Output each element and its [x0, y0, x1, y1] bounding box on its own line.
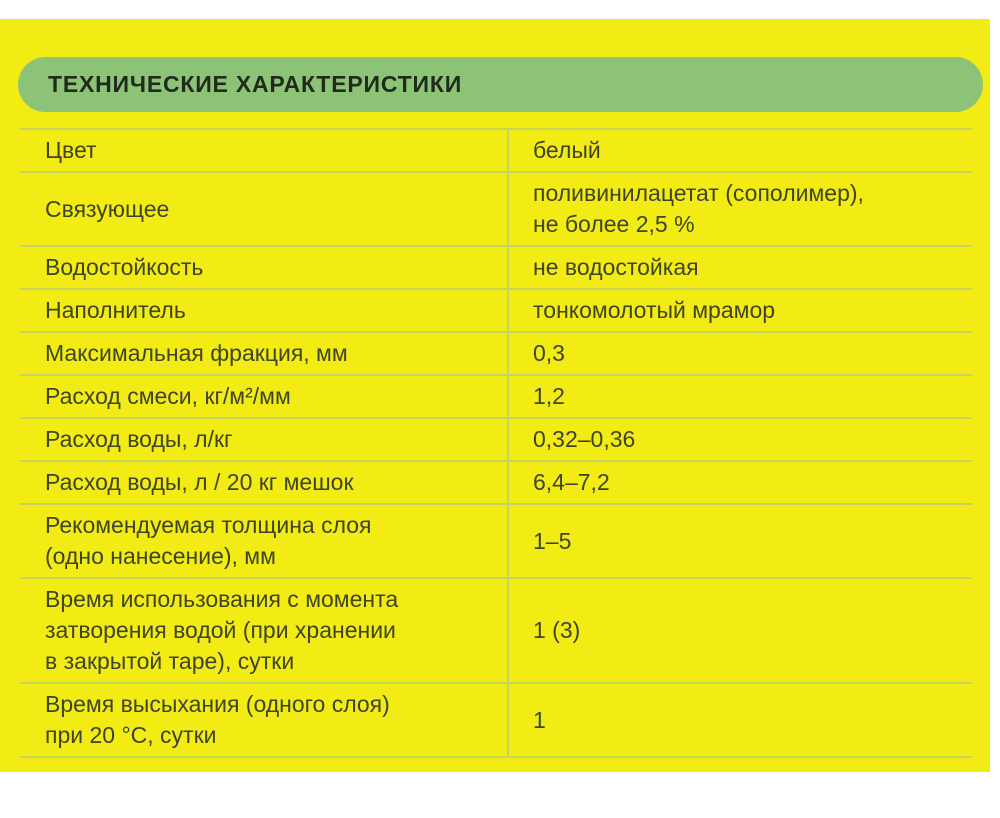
table-row: Наполнитель тонкомолотый мрамор [20, 290, 972, 333]
spec-label-cell: Расход воды, л / 20 кг мешок [20, 462, 507, 503]
spec-label-cell: Время использования с момента затворения… [20, 579, 507, 682]
spec-value-cell: поливинилацетат (сополимер), не более 2,… [507, 173, 972, 245]
table-row: Цвет белый [20, 130, 972, 173]
spec-label: Связующее [45, 195, 170, 222]
spec-value: 1,2 [533, 383, 565, 409]
table-row: Водостойкость не водостойкая [20, 247, 972, 290]
table-row: Расход воды, л/кг 0,32–0,36 [20, 419, 972, 462]
spec-label: Рекомендуемая толщина слоя (одно нанесен… [45, 512, 372, 569]
section-title: ТЕХНИЧЕСКИЕ ХАРАКТЕРИСТИКИ [48, 71, 463, 97]
spec-value: 1 [533, 706, 546, 733]
spec-label-cell: Водостойкость [20, 247, 507, 288]
spec-label-cell: Максимальная фракция, мм [20, 333, 507, 374]
spec-label-cell: Расход воды, л/кг [20, 419, 507, 460]
spec-label: Максимальная фракция, мм [45, 340, 348, 366]
spec-value-cell: 1 [507, 684, 972, 756]
table-row: Рекомендуемая толщина слоя (одно нанесен… [20, 505, 972, 579]
table-row: Расход воды, л / 20 кг мешок 6,4–7,2 [20, 462, 972, 505]
spec-label-cell: Цвет [20, 130, 507, 171]
spec-value: белый [533, 137, 601, 163]
spec-value: тонкомолотый мрамор [533, 297, 776, 323]
spec-label-cell: Рекомендуемая толщина слоя (одно нанесен… [20, 505, 507, 577]
spec-value-cell: 1–5 [507, 505, 972, 577]
table-row: Время высыхания (одного слоя) при 20 °C,… [20, 684, 972, 758]
table-row: Расход смеси, кг/м²/мм 1,2 [20, 376, 972, 419]
table-row: Максимальная фракция, мм 0,3 [20, 333, 972, 376]
spec-value: 0,3 [533, 340, 565, 366]
spec-value-cell: 1,2 [507, 376, 972, 417]
spec-label: Наполнитель [45, 297, 186, 323]
spec-label-cell: Наполнитель [20, 290, 507, 331]
spec-value-cell: белый [507, 130, 972, 171]
spec-value: 6,4–7,2 [533, 469, 610, 495]
spec-value-cell: 1 (3) [507, 579, 972, 682]
spec-label: Водостойкость [45, 254, 204, 280]
spec-value-cell: не водостойкая [507, 247, 972, 288]
spec-label-cell: Время высыхания (одного слоя) при 20 °C,… [20, 684, 507, 756]
spec-value: поливинилацетат (сополимер), не более 2,… [533, 180, 864, 237]
spec-value-cell: тонкомолотый мрамор [507, 290, 972, 331]
spec-label-cell: Расход смеси, кг/м²/мм [20, 376, 507, 417]
spec-value-cell: 0,32–0,36 [507, 419, 972, 460]
table-row: Время использования с момента затворения… [20, 579, 972, 684]
spec-label: Время использования с момента затворения… [45, 586, 399, 674]
table-row: Связующее поливинилацетат (сополимер), н… [20, 173, 972, 247]
spec-label: Расход воды, л / 20 кг мешок [45, 469, 354, 495]
spec-value: 0,32–0,36 [533, 426, 636, 452]
spec-value: 1–5 [533, 527, 572, 554]
spec-value: 1 (3) [533, 617, 581, 643]
spec-card: ТЕХНИЧЕСКИЕ ХАРАКТЕРИСТИКИ Цвет белый Св… [0, 19, 990, 772]
spec-value: не водостойкая [533, 254, 699, 280]
spec-label: Время высыхания (одного слоя) при 20 °C,… [45, 691, 390, 748]
spec-value-cell: 6,4–7,2 [507, 462, 972, 503]
spec-label-cell: Связующее [20, 173, 507, 245]
spec-table: Цвет белый Связующее поливинилацетат (со… [20, 128, 972, 758]
spec-label: Расход смеси, кг/м²/мм [45, 383, 291, 409]
spec-label: Цвет [45, 137, 97, 163]
spec-value-cell: 0,3 [507, 333, 972, 374]
spec-label: Расход воды, л/кг [45, 426, 233, 452]
section-header: ТЕХНИЧЕСКИЕ ХАРАКТЕРИСТИКИ [18, 57, 983, 112]
